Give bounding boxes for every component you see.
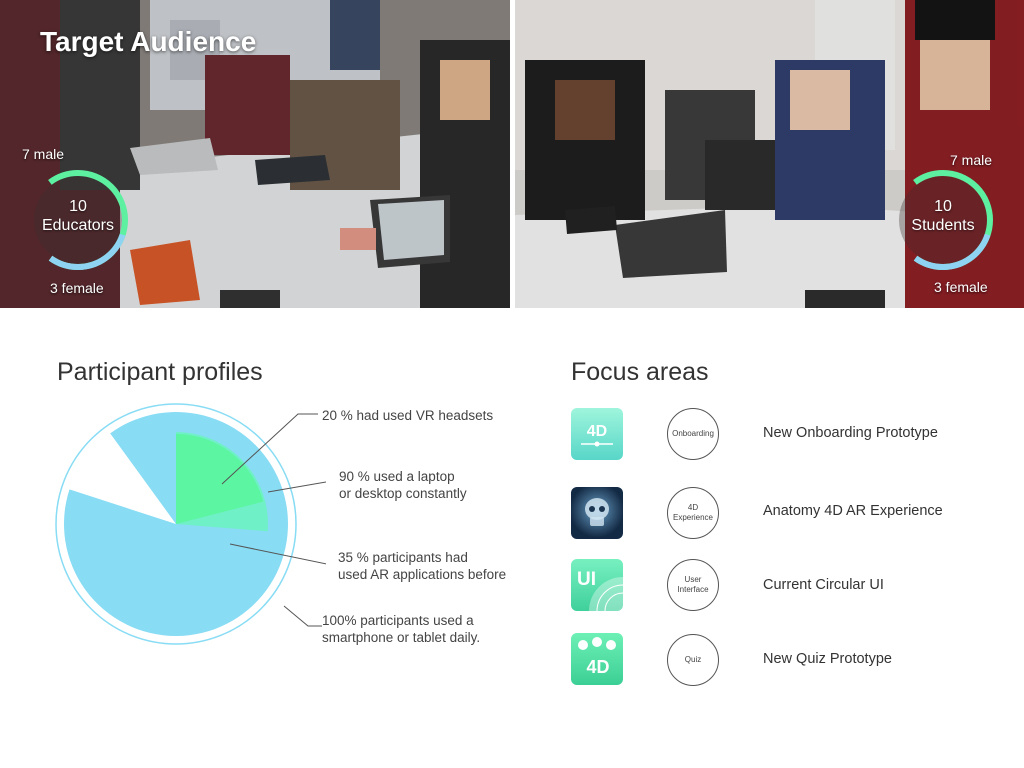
leader-vr xyxy=(221,413,318,485)
educators-label: Educators xyxy=(41,217,115,234)
students-female-count: 3 female xyxy=(934,279,988,295)
focus-circle-quiz: Quiz xyxy=(667,634,719,686)
onboarding-4d-icon: 4D xyxy=(571,408,623,460)
students-female-arc xyxy=(893,170,993,270)
focus-title: Focus areas xyxy=(571,358,709,386)
pie-label-vr-line1: 20 % had used VR headsets xyxy=(322,408,494,423)
quiz-icon-text: 4D xyxy=(586,657,609,677)
educators-male-count: 7 male xyxy=(22,146,65,162)
pie-label-smartphone-line2: smartphone or tablet daily. xyxy=(322,630,481,645)
onboarding-icon-text: 4D xyxy=(587,423,607,440)
pie-label-ar-line2: used AR applications before xyxy=(338,567,507,582)
educators-photo: Target Audience 7 male 10 Educators 3 fe… xyxy=(0,0,510,308)
focus-circle-user-interface: User Interface xyxy=(667,559,719,611)
focus-label-circular-ui: Current Circular UI xyxy=(763,577,884,593)
leader-ar xyxy=(229,543,326,565)
ui-icon-text: UI xyxy=(577,569,596,590)
pie-label-laptop-line2: or desktop constantly xyxy=(339,486,467,501)
students-count: 10 xyxy=(934,198,952,215)
educators-count: 10 xyxy=(69,198,87,215)
educators-female-count: 3 female xyxy=(50,280,104,296)
skull-xray-icon xyxy=(571,487,623,539)
educators-female-arc xyxy=(28,170,128,270)
quiz-4d-icon: 4D xyxy=(571,633,623,685)
pie-label-ar-line1: 35 % participants had xyxy=(338,550,468,565)
students-photo: 7 male 10 Students 3 female xyxy=(515,0,1024,308)
pie-label-vr: 20 % had used VR headsets xyxy=(322,407,493,424)
focus-label-onboarding: New Onboarding Prototype xyxy=(763,425,938,441)
pie-label-laptop: 90 % used a laptop or desktop constantly xyxy=(339,468,467,502)
leader-laptop xyxy=(267,481,326,493)
educators-photo-illustration xyxy=(0,0,510,308)
students-label: Students xyxy=(911,217,975,234)
leader-smartphone xyxy=(283,605,322,627)
students-ring-label: 10 Students xyxy=(893,197,993,235)
pie-label-laptop-line1: 90 % used a laptop xyxy=(339,469,455,484)
pie-label-smartphone: 100% participants used a smartphone or t… xyxy=(322,612,480,646)
profiles-title: Participant profiles xyxy=(57,358,263,386)
page-title: Target Audience xyxy=(40,26,257,57)
pie-label-smartphone-line1: 100% participants used a xyxy=(322,613,474,628)
focus-circle-onboarding: Onboarding xyxy=(667,408,719,460)
focus-circle-4d-experience: 4D Experience xyxy=(667,487,719,539)
focus-label-quiz: New Quiz Prototype xyxy=(763,651,892,667)
ui-icon: UI xyxy=(571,559,624,612)
pie-outer-ring xyxy=(55,403,297,645)
students-male-count: 7 male xyxy=(950,152,993,168)
students-photo-illustration xyxy=(515,0,1024,308)
educators-ring-label: 10 Educators xyxy=(28,197,128,235)
pie-label-ar: 35 % participants had used AR applicatio… xyxy=(338,549,506,583)
focus-label-anatomy: Anatomy 4D AR Experience xyxy=(763,503,943,519)
profiles-pie-chart xyxy=(55,403,326,645)
pie-slice-vr xyxy=(176,434,264,524)
